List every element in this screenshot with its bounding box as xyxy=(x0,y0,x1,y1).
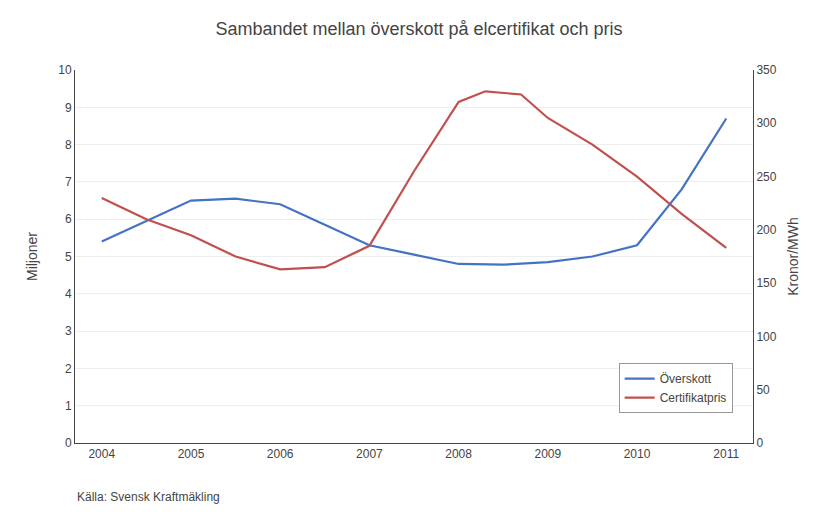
svg-text:Sambandet mellan överskott på: Sambandet mellan överskott på elcertifik… xyxy=(215,19,622,39)
svg-text:2008: 2008 xyxy=(445,447,472,461)
svg-text:100: 100 xyxy=(756,330,776,344)
svg-text:3: 3 xyxy=(65,324,72,338)
svg-text:350: 350 xyxy=(756,63,776,77)
svg-text:2005: 2005 xyxy=(178,447,205,461)
svg-text:8: 8 xyxy=(65,138,72,152)
svg-text:9: 9 xyxy=(65,101,72,115)
svg-text:Källa: Svensk Kraftmäkling: Källa: Svensk Kraftmäkling xyxy=(77,490,220,504)
svg-text:0: 0 xyxy=(756,436,763,450)
svg-text:2006: 2006 xyxy=(267,447,294,461)
svg-text:200: 200 xyxy=(756,223,776,237)
svg-text:2007: 2007 xyxy=(356,447,383,461)
svg-text:10: 10 xyxy=(58,63,72,77)
svg-text:7: 7 xyxy=(65,175,72,189)
svg-text:1: 1 xyxy=(65,399,72,413)
svg-text:Överskott: Överskott xyxy=(660,372,712,386)
svg-text:Certifikatpris: Certifikatpris xyxy=(660,391,727,405)
svg-text:300: 300 xyxy=(756,116,776,130)
svg-text:250: 250 xyxy=(756,170,776,184)
svg-text:5: 5 xyxy=(65,250,72,264)
svg-text:Miljoner: Miljoner xyxy=(24,232,40,281)
svg-text:150: 150 xyxy=(756,276,776,290)
svg-text:0: 0 xyxy=(65,436,72,450)
svg-text:2011: 2011 xyxy=(713,447,739,461)
svg-text:2: 2 xyxy=(65,362,72,376)
svg-text:2009: 2009 xyxy=(534,447,561,461)
svg-text:6: 6 xyxy=(65,212,72,226)
svg-text:4: 4 xyxy=(65,287,72,301)
svg-text:2004: 2004 xyxy=(88,447,115,461)
svg-text:2010: 2010 xyxy=(624,447,651,461)
svg-text:Kronor/MWh: Kronor/MWh xyxy=(785,217,801,296)
svg-text:50: 50 xyxy=(756,383,770,397)
